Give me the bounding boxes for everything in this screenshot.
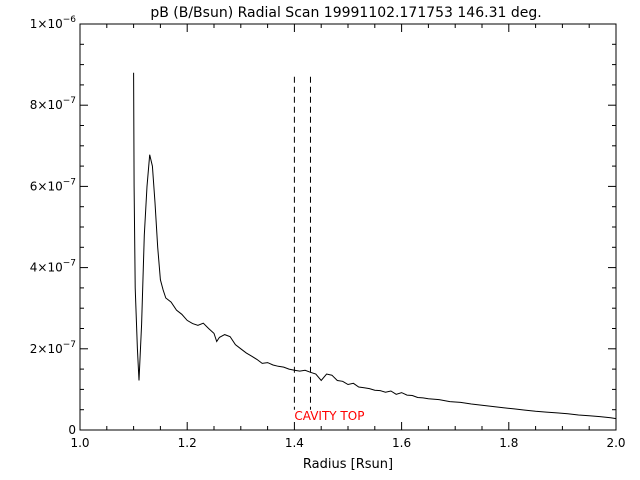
x-tick-label: 1.0 — [70, 436, 89, 450]
series-line — [133, 72, 617, 420]
y-tick-label: 8×10−7 — [30, 96, 76, 112]
y-axis: 0 2×10−7 4×10−7 6×10−7 8×10−7 1×10−6 — [30, 15, 616, 437]
x-tick-label: 1.6 — [392, 436, 411, 450]
x-tick-label: 1.2 — [178, 436, 197, 450]
y-tick-label: 2×10−7 — [30, 340, 76, 356]
cavity-markers — [293, 76, 311, 410]
chart-title: pB (B/Bsun) Radial Scan 19991102.171753 … — [150, 5, 541, 21]
y-tick-label: 6×10−7 — [30, 177, 76, 193]
x-tick-label: 1.8 — [499, 436, 518, 450]
x-axis: 1.0 1.2 1.4 1.6 1.8 2.0 — [70, 24, 626, 450]
y-tick-label: 1×10−6 — [30, 15, 77, 31]
x-tick-label: 2.0 — [606, 436, 625, 450]
x-axis-label: Radius [Rsun] — [303, 457, 393, 472]
plot-frame — [79, 23, 617, 431]
y-tick-label: 0 — [68, 423, 76, 437]
y-tick-label: 4×10−7 — [30, 259, 76, 275]
series-group — [133, 72, 617, 420]
annotations: CAVITY TOP — [294, 409, 364, 423]
cavity-top-label: CAVITY TOP — [294, 409, 364, 423]
x-tick-label: 1.4 — [285, 436, 304, 450]
